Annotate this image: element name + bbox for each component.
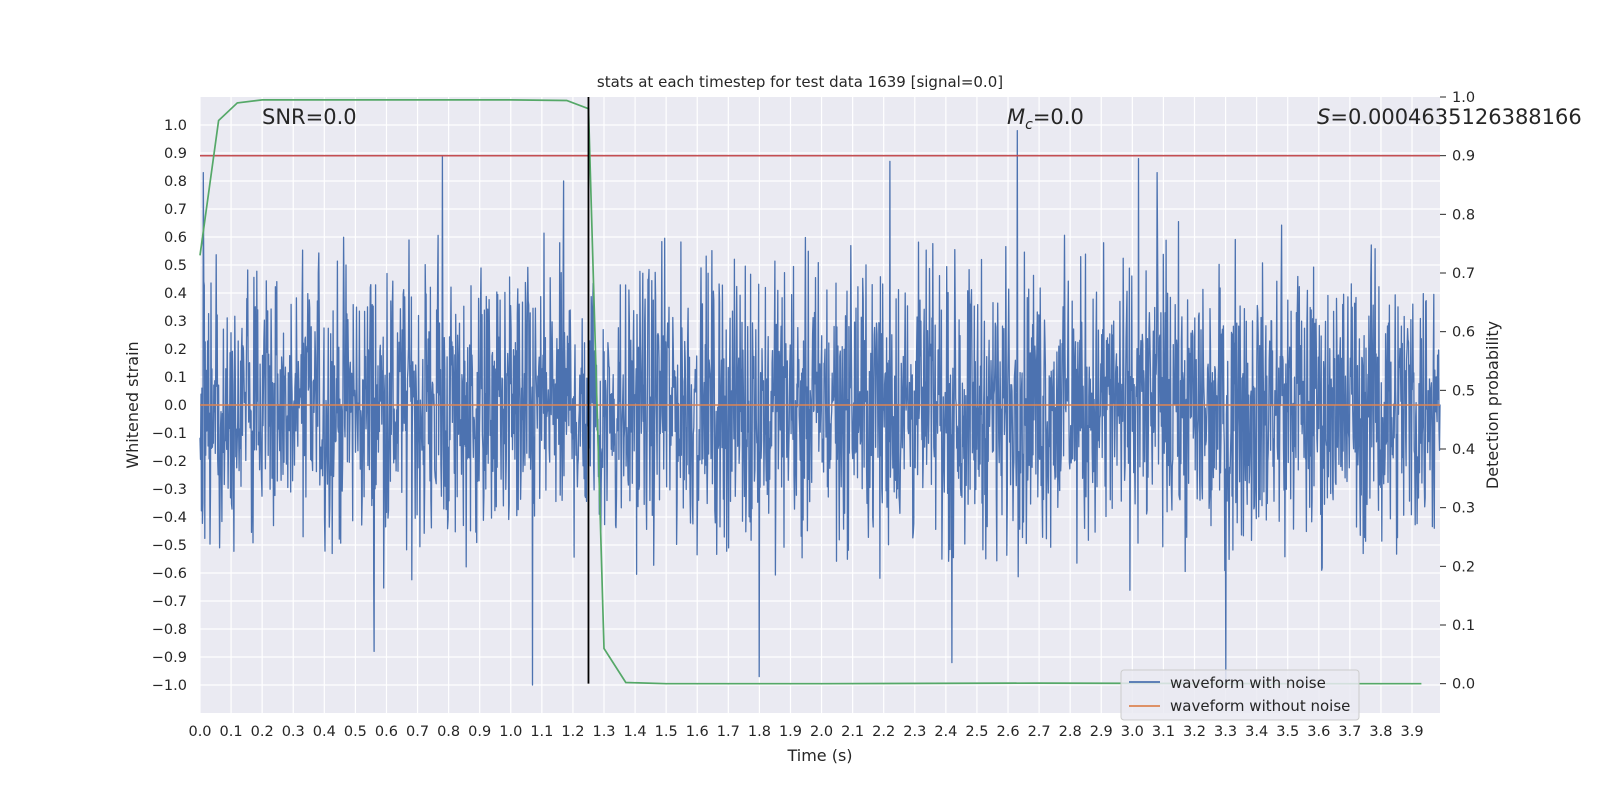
s-symbol: S — [1317, 105, 1330, 129]
y-tick-label: 0.3 — [164, 314, 187, 330]
series-waveform-with-noise — [199, 129, 1441, 686]
y2-tick-label: 0.9 — [1452, 149, 1475, 165]
y-axis-label: Whitened strain — [123, 341, 142, 468]
y-tick-label: 0.2 — [164, 342, 187, 358]
y-tick-label: −1.0 — [152, 678, 187, 694]
x-tick-label: 2.4 — [934, 724, 957, 740]
x-tick-label: 3.2 — [1183, 724, 1206, 740]
x-tick-label: 1.1 — [530, 724, 553, 740]
y-tick-label: 0.7 — [164, 202, 187, 218]
legend-box — [1120, 669, 1360, 721]
y2-tick-label: 0.3 — [1452, 501, 1475, 517]
y-tick-label: 0.9 — [164, 146, 187, 162]
x-tick-label: 0.6 — [375, 724, 398, 740]
legend-label-clean: waveform without noise — [1170, 697, 1350, 715]
x-tick-label: 2.9 — [1090, 724, 1113, 740]
y-tick-label: −0.7 — [152, 594, 187, 610]
line-series — [199, 97, 1440, 685]
x-tick-label: 2.5 — [965, 724, 988, 740]
y2-tick-label: 0.4 — [1452, 442, 1475, 458]
x-tick-label: 1.9 — [779, 724, 802, 740]
x-tick-label: 3.9 — [1400, 724, 1423, 740]
y2-axis-ticks: 1.0 0.9 0.8 0.7 0.6 0.5 0.4 0.3 0.2 0.1 0.0 — [1440, 90, 1475, 693]
x-tick-label: 2.1 — [841, 724, 864, 740]
x-tick-label: 1.3 — [592, 724, 615, 740]
x-tick-label: 0.2 — [251, 724, 274, 740]
y2-tick-label: 0.2 — [1452, 559, 1475, 575]
x-tick-label: 1.8 — [748, 724, 771, 740]
x-tick-label: 0.4 — [313, 724, 336, 740]
y-tick-label: 0.4 — [164, 286, 187, 302]
x-tick-label: 0.3 — [282, 724, 305, 740]
mc-annotation: Mc=0.0 — [1007, 105, 1084, 133]
y2-tick-label: 0.8 — [1452, 207, 1475, 223]
y-tick-label: −0.9 — [152, 650, 187, 666]
mc-value: =0.0 — [1033, 105, 1084, 129]
y-tick-label: 0.8 — [164, 174, 187, 190]
x-tick-label: 3.4 — [1245, 724, 1268, 740]
y-tick-label: 1.0 — [164, 118, 187, 134]
x-tick-label: 3.8 — [1369, 724, 1392, 740]
y-tick-label: −0.3 — [152, 482, 187, 498]
y-tick-label: −0.4 — [152, 510, 187, 526]
x-tick-label: 3.1 — [1152, 724, 1175, 740]
x-tick-label: 3.0 — [1121, 724, 1144, 740]
x-tick-label: 3.7 — [1338, 724, 1361, 740]
y2-tick-label: 1.0 — [1452, 90, 1475, 106]
x-tick-label: 1.5 — [655, 724, 678, 740]
x-tick-label: 2.3 — [903, 724, 926, 740]
x-tick-label: 1.7 — [717, 724, 740, 740]
y2-tick-label: 0.6 — [1452, 325, 1475, 341]
x-tick-label: 3.5 — [1276, 724, 1299, 740]
y2-axis-label: Detection probability — [1483, 321, 1502, 489]
x-tick-label: 1.2 — [561, 724, 584, 740]
x-tick-label: 2.8 — [1059, 724, 1082, 740]
y2-tick-label: 0.1 — [1452, 618, 1475, 634]
x-tick-label: 2.0 — [810, 724, 833, 740]
y2-tick-label: 0.7 — [1452, 266, 1475, 282]
x-tick-label: 1.6 — [686, 724, 709, 740]
y-tick-label: −0.2 — [152, 454, 187, 470]
x-tick-label: 0.9 — [468, 724, 491, 740]
x-tick-label: 3.3 — [1214, 724, 1237, 740]
mc-symbol: M — [1007, 105, 1025, 129]
noise-series — [199, 129, 1441, 686]
x-tick-label: 1.0 — [499, 724, 522, 740]
x-tick-label: 2.6 — [996, 724, 1019, 740]
y-tick-label: 0.5 — [164, 258, 187, 274]
x-axis-ticks: 0.0 0.1 0.2 0.3 0.4 0.5 0.6 0.7 0.8 0.9 1.0 1.1 1.2 1… — [188, 724, 1423, 740]
y-tick-label: −0.6 — [152, 566, 187, 582]
s-value: =0.0004635126388166 — [1330, 105, 1581, 129]
x-tick-label: 0.1 — [220, 724, 243, 740]
x-tick-label: 3.6 — [1307, 724, 1330, 740]
y-axis-ticks: 1.0 0.9 0.8 0.7 0.6 0.5 0.4 0.3 0.2 0.1 0.0 −0.1 −0.… — [152, 118, 187, 694]
x-tick-label: 1.4 — [624, 724, 647, 740]
x-tick-label: 2.7 — [1028, 724, 1051, 740]
y-tick-label: −0.8 — [152, 622, 187, 638]
chart-title: stats at each timestep for test data 163… — [597, 73, 1003, 91]
x-axis-label: Time (s) — [786, 746, 852, 765]
y-tick-label: −0.5 — [152, 538, 187, 554]
y-tick-label: 0.1 — [164, 370, 187, 386]
y2-tick-label: 0.5 — [1452, 383, 1475, 399]
y-tick-label: −0.1 — [152, 426, 187, 442]
mc-subscript: c — [1025, 117, 1033, 133]
snr-annotation: SNR=0.0 — [262, 105, 357, 129]
y-tick-label: 0.6 — [164, 230, 187, 246]
y2-tick-label: 0.0 — [1452, 677, 1475, 693]
s-annotation: S=0.0004635126388166 — [1317, 105, 1582, 129]
legend: waveform with noise waveform without noi… — [1120, 669, 1360, 721]
legend-label-noise: waveform with noise — [1170, 674, 1326, 692]
y-tick-label: 0.0 — [164, 398, 187, 414]
x-tick-label: 0.0 — [188, 724, 211, 740]
x-tick-label: 0.5 — [344, 724, 367, 740]
x-tick-label: 0.8 — [437, 724, 460, 740]
x-tick-label: 2.2 — [872, 724, 895, 740]
x-tick-label: 0.7 — [406, 724, 429, 740]
